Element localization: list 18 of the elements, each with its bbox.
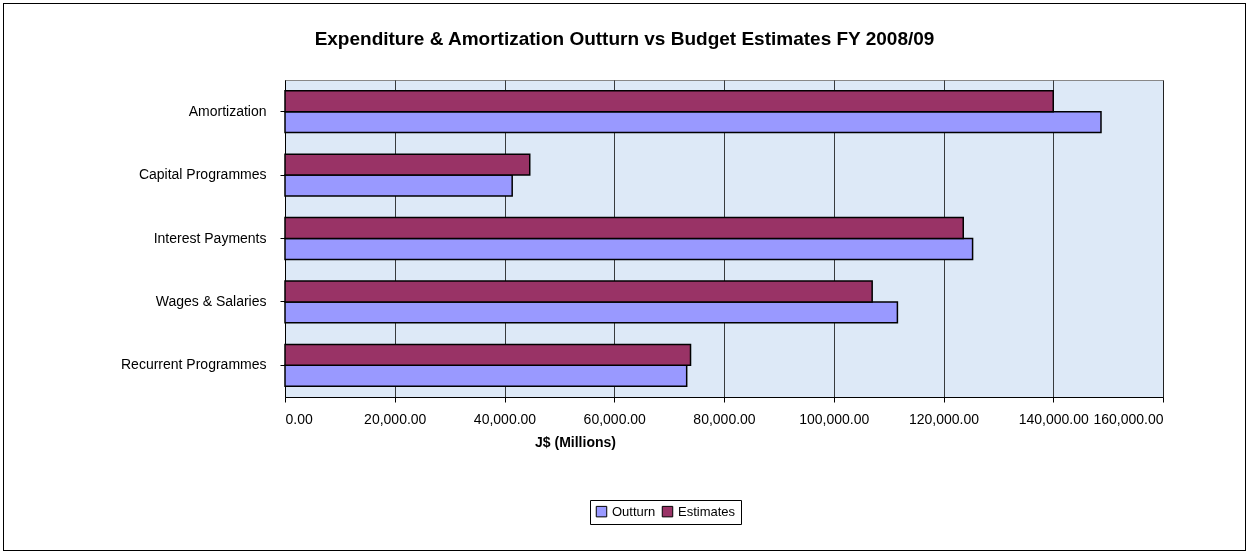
x-tick-label: 60,000.00 bbox=[583, 410, 647, 427]
y-tick-label: Wages & Salaries bbox=[155, 292, 267, 309]
x-tick-label: 120,000.00 bbox=[908, 410, 980, 427]
x-tick-label: 140,000.00 bbox=[1018, 410, 1089, 427]
x-tick-label: 160,000.00 bbox=[1093, 410, 1164, 427]
x-tick-label: 80,000.00 bbox=[693, 410, 756, 427]
y-tick-label: Recurrent Programmes bbox=[121, 356, 267, 373]
y-tick-label: Amortization bbox=[188, 102, 267, 119]
y-tick-label: Capital Programmes bbox=[138, 166, 267, 183]
legend-label: Outturn bbox=[612, 503, 656, 519]
x-tick-label: 0.00 bbox=[285, 410, 313, 427]
x-axis-title: J$ (Millions) bbox=[535, 433, 616, 450]
legend-label: Estimates bbox=[678, 503, 736, 519]
chart-title: Expenditure & Amortization Outturn vs Budget Estimates FY 2008/09 bbox=[313, 28, 936, 50]
x-tick-label: 100,000.00 bbox=[799, 410, 870, 427]
x-tick-label: 20,000.00 bbox=[364, 410, 427, 427]
x-tick-label: 40,000.00 bbox=[473, 410, 537, 427]
y-tick-label: Interest Payments bbox=[153, 229, 267, 246]
